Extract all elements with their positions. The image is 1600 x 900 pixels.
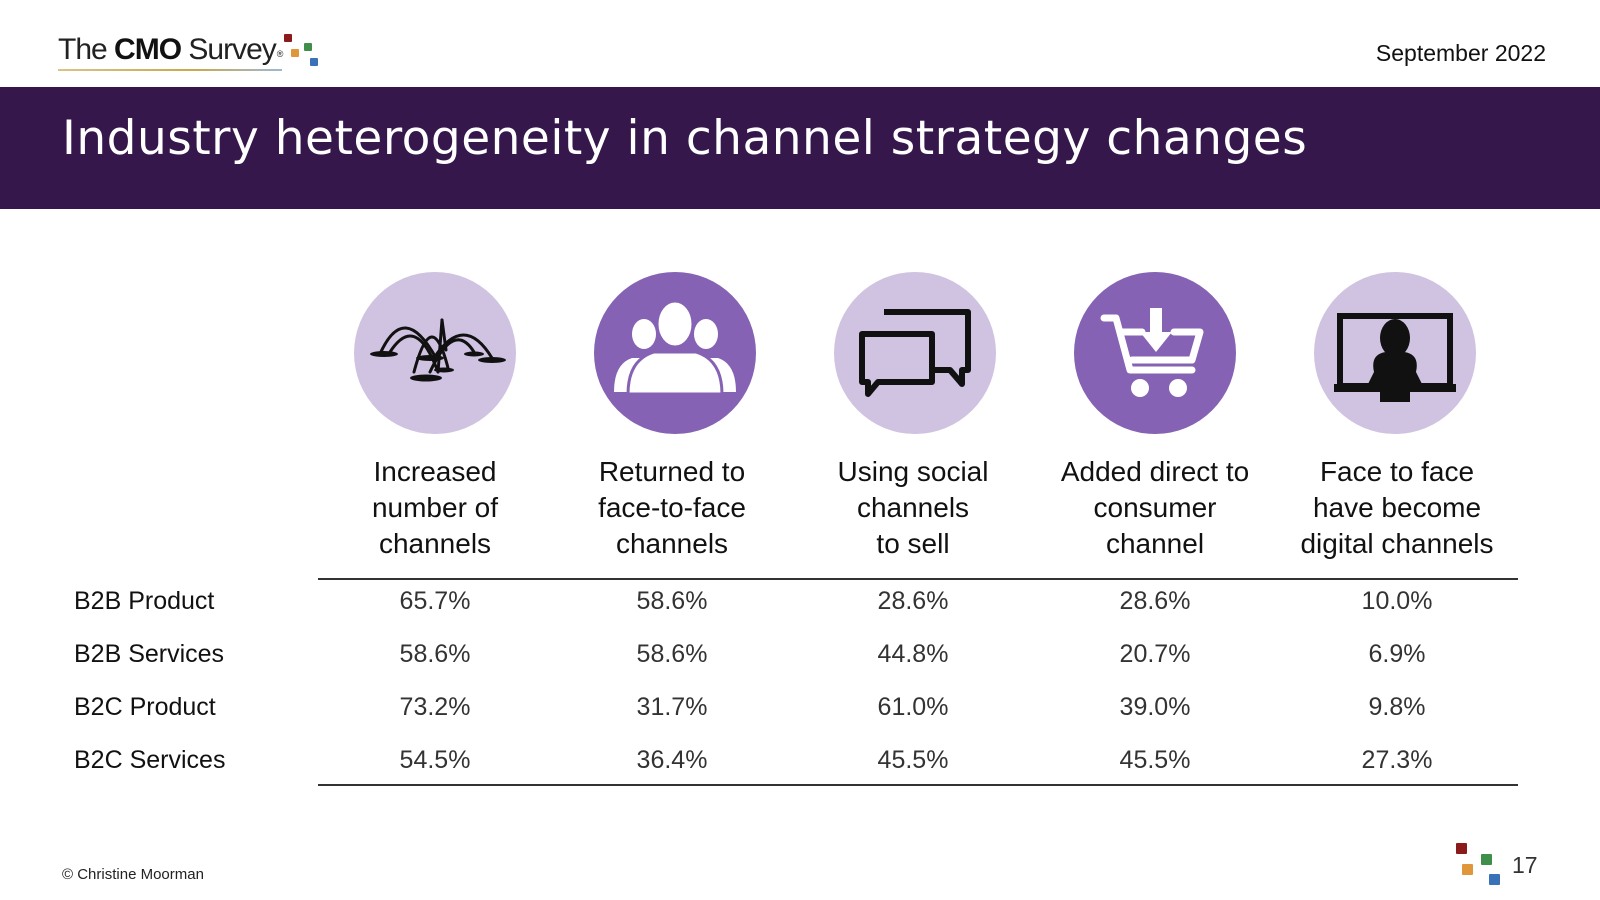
page-title: Industry heterogeneity in channel strate… — [62, 111, 1308, 166]
cmo-survey-logo: The CMO Survey® — [58, 32, 320, 72]
row-label: B2B Product — [74, 587, 215, 615]
row-label: B2B Services — [74, 640, 225, 668]
fountain-channels-icon — [354, 272, 516, 434]
table-cell: 44.8% — [877, 640, 949, 668]
table-cell: 73.2% — [399, 693, 471, 721]
table-cell: 39.0% — [1119, 693, 1191, 721]
logo-the: The — [58, 33, 108, 66]
table-cell: 45.5% — [1119, 746, 1191, 774]
table-cell: 10.0% — [1361, 587, 1433, 615]
people-group-icon — [594, 272, 756, 434]
table-cell: 54.5% — [399, 746, 471, 774]
table-cell: 28.6% — [877, 587, 949, 615]
page-number: 17 — [1512, 852, 1538, 878]
table-cell: 36.4% — [636, 746, 708, 774]
row-label: B2C Services — [74, 746, 226, 774]
column-header-increased-channels: Increased number of channels — [371, 456, 499, 559]
report-date: September 2022 — [1375, 40, 1546, 66]
column-header-social-channels: Using social channels to sell — [837, 456, 989, 559]
table-bottom-rule — [318, 784, 1518, 786]
monitor-person-icon — [1314, 272, 1476, 434]
title-band: Industry heterogeneity in channel strate… — [0, 87, 1600, 209]
logo-underline — [58, 69, 283, 71]
column-header-returned-face-to-face: Returned to face-to-face channels — [598, 456, 746, 559]
table-cell: 58.6% — [636, 587, 708, 615]
table-cell: 58.6% — [636, 640, 708, 668]
table-cell: 61.0% — [877, 693, 949, 721]
table-cell: 58.6% — [399, 640, 471, 668]
table-cell: 6.9% — [1368, 640, 1426, 668]
logo-squares-icon — [284, 32, 320, 68]
table-cell: 65.7% — [399, 587, 471, 615]
row-label: B2C Product — [74, 693, 216, 721]
table-cell: 45.5% — [877, 746, 949, 774]
logo-survey: Survey — [188, 33, 276, 66]
column-header-direct-to-consumer: Added direct to consumer channel — [1060, 456, 1250, 559]
table-cell: 9.8% — [1368, 693, 1426, 721]
table-cell: 28.6% — [1119, 587, 1191, 615]
chat-bubbles-icon — [834, 272, 996, 434]
table-cell: 31.7% — [636, 693, 708, 721]
logo-wordmark: The CMO Survey® — [58, 32, 284, 71]
table-cell: 20.7% — [1119, 640, 1191, 668]
table-top-rule — [318, 578, 1518, 580]
table-cell: 27.3% — [1361, 746, 1433, 774]
column-header-digital-channels: Face to face have become digital channel… — [1300, 456, 1494, 559]
copyright-notice: © Christine Moorman — [62, 866, 204, 883]
logo-cmo: CMO — [114, 33, 182, 66]
logo-registered-mark: ® — [276, 49, 284, 59]
corner-squares-icon — [1451, 840, 1511, 890]
shopping-cart-icon — [1074, 272, 1236, 434]
